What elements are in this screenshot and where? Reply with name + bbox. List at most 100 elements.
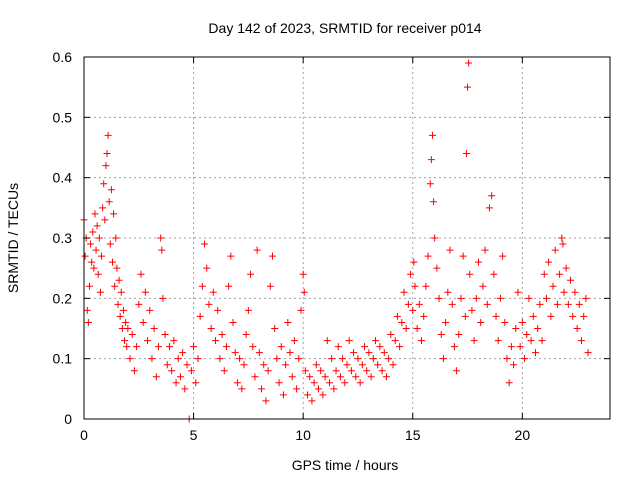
data-point <box>293 385 301 393</box>
data-point <box>300 288 308 296</box>
data-point <box>116 312 124 320</box>
data-point <box>308 397 316 405</box>
data-point <box>437 331 445 339</box>
data-point <box>413 325 421 332</box>
data-point <box>231 349 239 357</box>
data-point <box>514 288 522 296</box>
data-point <box>433 264 441 272</box>
data-point <box>83 306 91 314</box>
data-point <box>84 318 92 326</box>
data-point <box>229 318 237 326</box>
data-point <box>461 312 469 320</box>
data-point <box>382 373 390 381</box>
data-point <box>95 234 103 242</box>
data-point <box>564 300 572 308</box>
data-point <box>462 150 470 158</box>
data-point <box>529 312 537 320</box>
data-point <box>518 318 526 326</box>
y-tick-label: 0.4 <box>53 170 73 186</box>
data-point <box>556 270 564 278</box>
data-point <box>380 349 388 357</box>
data-point <box>431 234 439 242</box>
data-point <box>251 373 259 381</box>
data-point <box>573 325 581 332</box>
data-point <box>99 204 107 212</box>
data-point <box>114 300 122 308</box>
data-point <box>428 131 436 139</box>
data-point <box>260 361 268 369</box>
data-point <box>271 325 279 332</box>
data-point <box>389 361 397 369</box>
data-point <box>275 379 283 387</box>
y-tick-label: 0.6 <box>53 49 73 65</box>
data-point <box>295 355 303 363</box>
data-point <box>288 373 296 381</box>
x-tick-label: 5 <box>190 427 198 443</box>
data-point <box>472 294 480 302</box>
data-point <box>420 312 428 320</box>
data-point <box>124 325 132 332</box>
data-point <box>130 367 138 375</box>
data-point <box>121 337 129 345</box>
data-point <box>341 379 349 387</box>
data-point <box>347 367 355 375</box>
data-point <box>238 385 246 393</box>
data-point <box>117 288 125 296</box>
data-point <box>273 355 281 363</box>
data-point <box>510 361 518 369</box>
data-point <box>542 294 550 302</box>
data-point <box>158 246 166 254</box>
data-point <box>190 343 198 351</box>
data-point <box>402 325 410 332</box>
data-point <box>376 343 384 351</box>
data-point <box>545 258 553 266</box>
data-point <box>286 349 294 357</box>
data-point <box>87 240 95 248</box>
data-point <box>113 264 121 272</box>
data-point <box>122 318 130 326</box>
data-point <box>266 282 274 290</box>
data-point <box>578 337 586 345</box>
data-point <box>571 288 579 296</box>
data-point <box>551 246 559 254</box>
data-point <box>378 367 386 375</box>
data-point <box>367 373 375 381</box>
data-point <box>575 300 583 308</box>
data-point <box>236 355 244 363</box>
data-point <box>319 391 327 399</box>
data-point <box>444 288 452 296</box>
data-point <box>354 355 362 363</box>
data-point <box>277 343 285 351</box>
tick-labels: 0 5 10 15 20 0 0.1 0.2 0.3 0.4 0.5 0.6 <box>53 49 531 443</box>
data-point <box>262 397 270 405</box>
data-point <box>547 312 555 320</box>
data-point <box>268 252 276 260</box>
data-point <box>503 355 511 363</box>
data-point <box>253 246 261 254</box>
data-point <box>490 270 498 278</box>
data-point <box>442 318 450 326</box>
data-point <box>187 367 195 375</box>
data-point <box>214 306 222 314</box>
data-point <box>356 379 364 387</box>
data-point <box>179 349 187 357</box>
data-point <box>81 252 89 260</box>
data-point <box>345 337 353 345</box>
data-point <box>88 258 96 266</box>
data-point <box>339 355 347 363</box>
x-axis-label: GPS time / hours <box>292 457 399 473</box>
data-point <box>104 131 112 139</box>
data-point <box>170 337 178 345</box>
data-point <box>453 367 461 375</box>
data-point <box>418 337 426 345</box>
data-point <box>150 325 158 332</box>
data-point <box>233 379 241 387</box>
data-points <box>80 59 592 423</box>
data-point <box>240 361 248 369</box>
data-point <box>352 373 360 381</box>
data-point <box>410 258 418 266</box>
data-point <box>536 300 544 308</box>
data-point <box>501 318 509 326</box>
data-point <box>409 306 417 314</box>
